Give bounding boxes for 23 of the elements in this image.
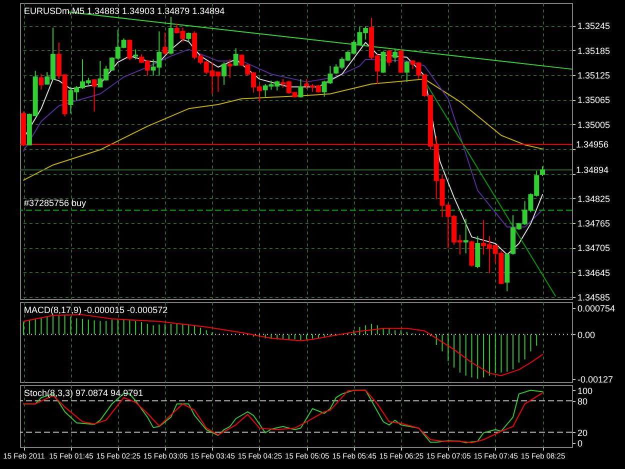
y-tick-label: 1.34585	[578, 292, 610, 302]
ref-line-label: 1.34956	[576, 139, 609, 150]
y-tick-label: 1.34765	[578, 218, 610, 228]
y-tick-label: 1.35065	[578, 95, 610, 106]
y-tick-label: 1.34825	[578, 194, 610, 204]
y-tick-label: -0.00127	[578, 374, 614, 385]
chart-title: EURUSDm,M5 1.34883 1.34903 1.34879 1.34894	[24, 6, 225, 16]
chart-title: Stoch(8,3,3) 97.0874 94.9791	[24, 388, 144, 398]
y-tick-label: 1.35185	[578, 46, 610, 56]
y-tick-label: 1.35125	[578, 70, 610, 80]
y-tick-label: 1.35245	[578, 21, 610, 32]
ref-line-label: #37285756 buy	[24, 198, 87, 208]
y-tick-label: 1.35005	[578, 120, 610, 130]
y-tick-label: 0.000754	[578, 303, 616, 314]
y-tick-label: 1.34705	[578, 243, 610, 254]
y-tick-label: 0.00	[578, 330, 596, 340]
y-tick-label: 1.34645	[578, 268, 610, 278]
y-tick-label: 80	[578, 396, 588, 406]
y-tick-label: 20	[578, 428, 588, 438]
y-tick-label: 0	[578, 438, 583, 448]
y-tick-label: 100	[578, 386, 593, 396]
chart-title: MACD(8,17,9) -0.000015 -0.000572	[24, 305, 168, 315]
ref-line-label: 1.34894	[576, 164, 609, 175]
